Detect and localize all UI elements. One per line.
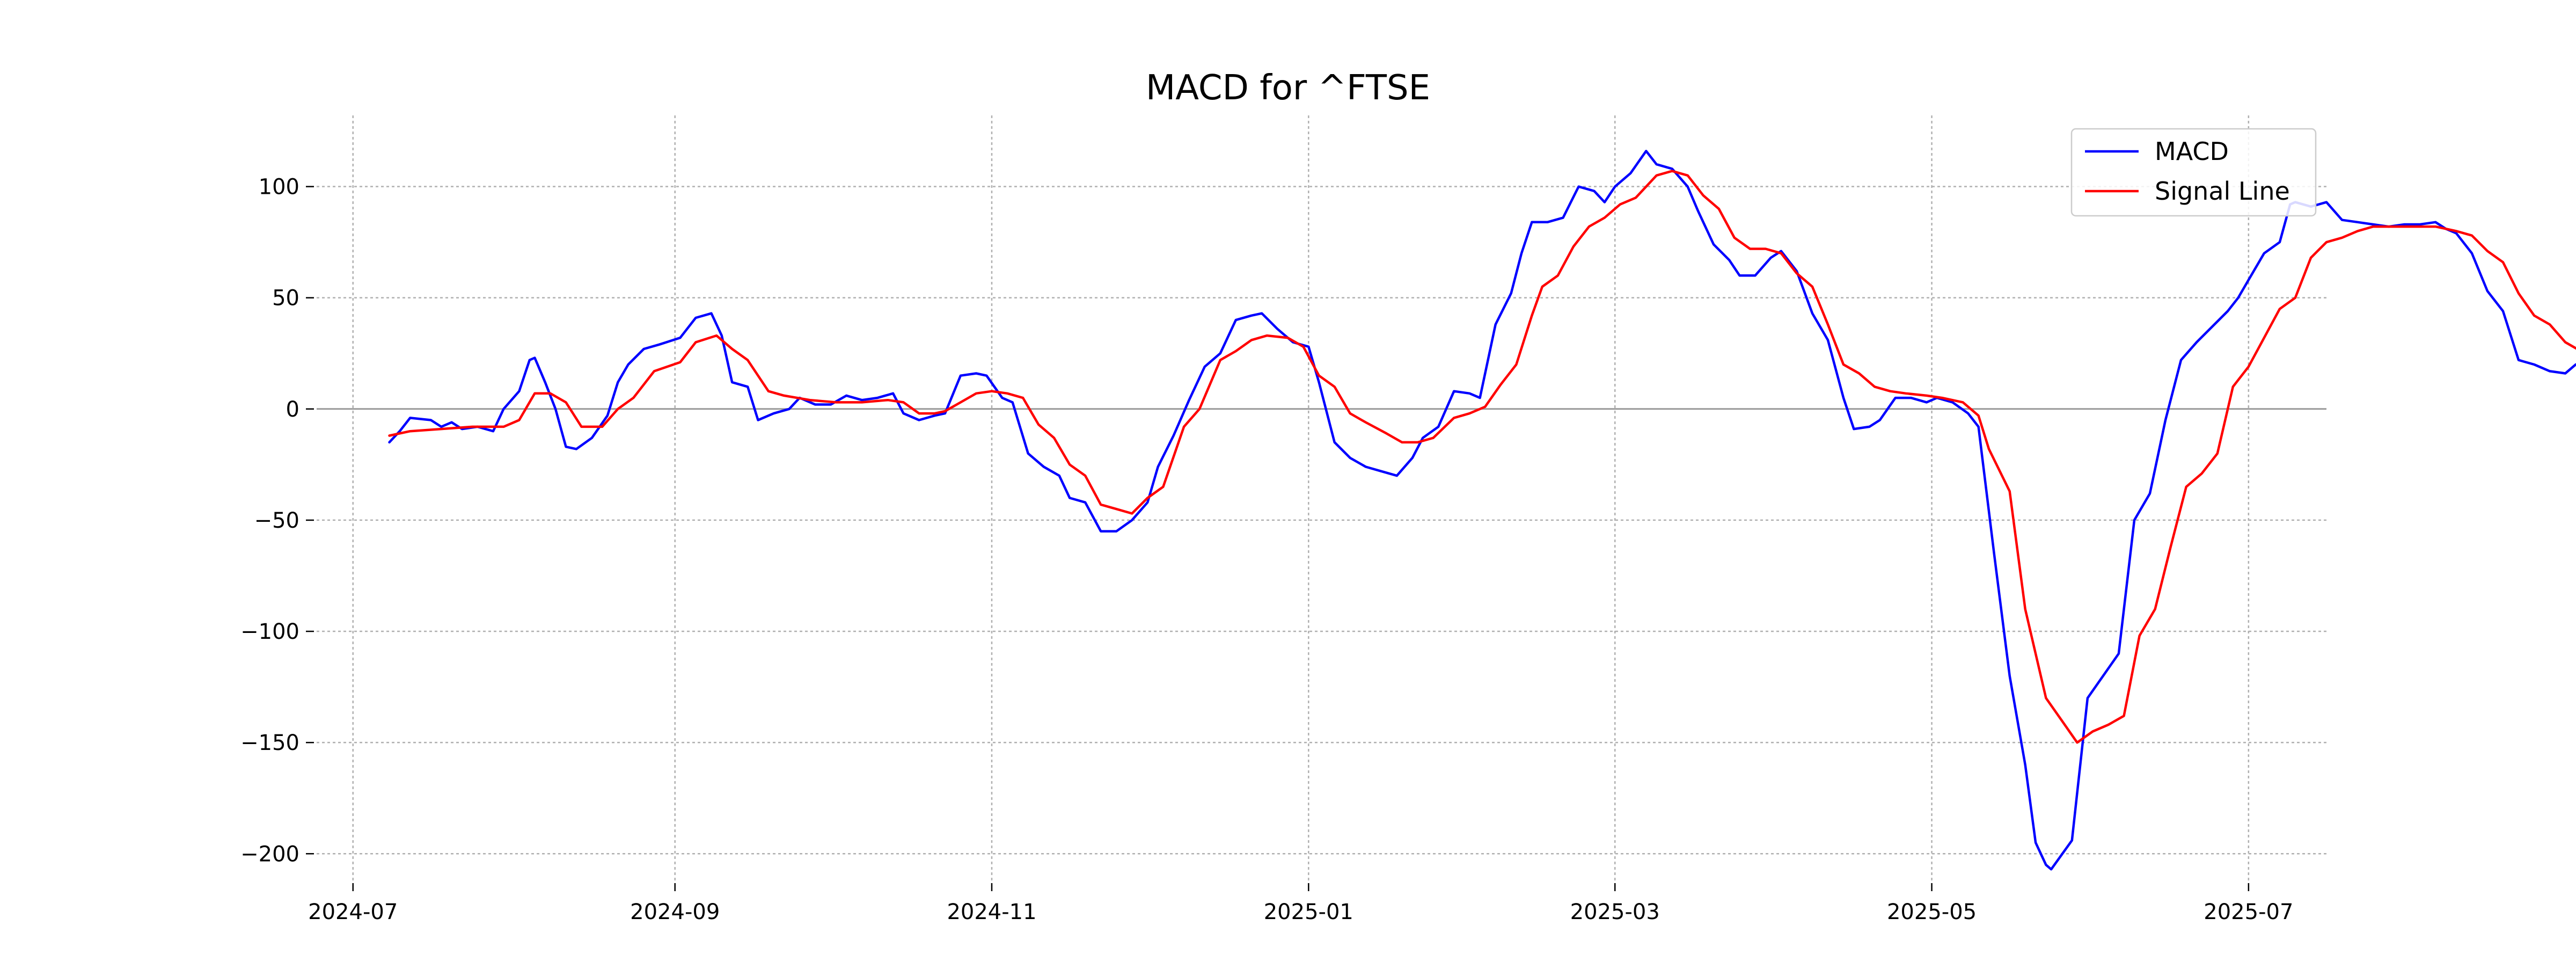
y-tick-label: 0 — [286, 397, 299, 422]
x-tick-label: 2024-09 — [630, 900, 720, 924]
x-tick-label: 2024-11 — [947, 900, 1036, 924]
y-tick-label: 50 — [272, 286, 299, 311]
y-tick-label: −50 — [254, 508, 299, 533]
x-tick-label: 2025-07 — [2204, 900, 2293, 924]
x-tick-label: 2024-07 — [308, 900, 398, 924]
y-tick-label: 100 — [259, 175, 299, 200]
legend-label-signal-line: Signal Line — [2155, 177, 2290, 206]
y-tick-label: −150 — [240, 731, 299, 755]
legend-label-macd: MACD — [2155, 137, 2229, 166]
y-tick-label: −100 — [240, 620, 299, 644]
x-tick-label: 2025-01 — [1264, 900, 1353, 924]
y-tick-label: −200 — [240, 842, 299, 866]
x-tick-label: 2025-03 — [1570, 900, 1660, 924]
chart-title: MACD for ^FTSE — [1146, 68, 1430, 108]
axes: 2024-07 2024-09 2024-11 2025-01 2025-03 2025-… — [240, 175, 2293, 924]
legend: MACD Signal Line — [2072, 129, 2316, 216]
x-tick-label: 2025-05 — [1887, 900, 1977, 924]
